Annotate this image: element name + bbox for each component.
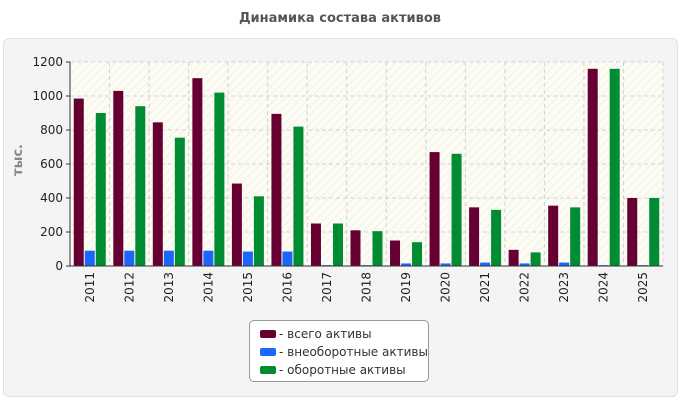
bar bbox=[174, 137, 185, 266]
legend-swatch-total bbox=[260, 330, 276, 338]
y-tick-label: 1200 bbox=[32, 55, 63, 69]
bar bbox=[451, 153, 462, 266]
bar bbox=[271, 113, 282, 266]
x-tick-label: 2017 bbox=[320, 272, 334, 303]
x-tick-label: 2012 bbox=[122, 272, 136, 303]
legend-label-noncurrent: - внеоборотные активы bbox=[279, 345, 428, 359]
bar bbox=[214, 92, 225, 266]
bar bbox=[530, 252, 541, 266]
bar bbox=[548, 205, 559, 266]
legend-swatch-noncurrent bbox=[260, 348, 276, 356]
bar bbox=[332, 223, 343, 266]
y-tick-labels: 0 200 400 600 800 1000 1200 bbox=[32, 55, 63, 273]
legend-item-noncurrent: - внеоборотные активы bbox=[260, 343, 428, 361]
bar bbox=[73, 98, 84, 266]
bar bbox=[519, 263, 530, 266]
bar bbox=[570, 207, 581, 266]
x-tick-labels: 2011 2012 2013 2014 2015 2016 2017 2018 2019 2020… bbox=[83, 272, 650, 303]
x-tick-label: 2021 bbox=[478, 272, 492, 303]
x-tick-label: 2018 bbox=[360, 272, 374, 303]
bar bbox=[412, 242, 423, 266]
x-tick-label: 2011 bbox=[83, 272, 97, 303]
bar bbox=[627, 198, 638, 266]
x-tick-label: 2020 bbox=[439, 272, 453, 303]
legend-label-current: - оборотные активы bbox=[279, 363, 406, 377]
legend-swatch-current bbox=[260, 366, 276, 374]
y-axis-label: тыс. bbox=[11, 144, 26, 176]
legend: - всего активы - внеоборотные активы - о… bbox=[249, 320, 429, 382]
x-tick-label: 2022 bbox=[518, 272, 532, 303]
x-tick-label: 2014 bbox=[201, 272, 215, 303]
y-tick-label: 400 bbox=[40, 191, 63, 205]
bar bbox=[429, 152, 440, 266]
bar bbox=[480, 262, 491, 266]
x-tick-label: 2015 bbox=[241, 272, 255, 303]
bar bbox=[350, 230, 361, 266]
bar bbox=[192, 78, 203, 267]
bar bbox=[231, 183, 242, 266]
bar bbox=[135, 106, 146, 266]
x-tick-label: 2016 bbox=[280, 272, 294, 303]
bar bbox=[469, 207, 480, 266]
y-tick-label: 800 bbox=[40, 123, 63, 137]
axes bbox=[66, 61, 663, 267]
bar bbox=[559, 262, 570, 266]
bar bbox=[95, 113, 106, 266]
legend-item-current: - оборотные активы bbox=[260, 361, 428, 379]
bar bbox=[124, 250, 135, 266]
bar bbox=[152, 122, 163, 266]
bar bbox=[440, 263, 451, 266]
bar bbox=[113, 90, 124, 267]
y-tick-label: 0 bbox=[55, 259, 63, 273]
bar bbox=[508, 249, 519, 266]
bar bbox=[242, 251, 253, 266]
x-tick-label: 2025 bbox=[636, 272, 650, 303]
x-tick-label: 2019 bbox=[399, 272, 413, 303]
bar bbox=[293, 126, 304, 266]
bar bbox=[372, 231, 383, 266]
bar bbox=[84, 250, 95, 266]
bar bbox=[253, 196, 264, 266]
bar bbox=[163, 250, 174, 266]
legend-item-total: - всего активы bbox=[260, 325, 428, 343]
legend-label-total: - всего активы bbox=[279, 327, 372, 341]
bar bbox=[649, 198, 660, 266]
bar bbox=[310, 223, 321, 266]
y-tick-label: 600 bbox=[40, 157, 63, 171]
bar bbox=[203, 250, 214, 266]
bars bbox=[73, 68, 660, 267]
bar bbox=[390, 240, 401, 266]
bar bbox=[587, 68, 598, 266]
bar bbox=[401, 263, 412, 266]
y-tick-label: 1000 bbox=[32, 89, 63, 103]
bar bbox=[282, 251, 293, 266]
chart-title: Динамика состава активов bbox=[238, 11, 442, 26]
x-tick-label: 2013 bbox=[162, 272, 176, 303]
x-tick-label: 2023 bbox=[557, 272, 571, 303]
y-tick-label: 200 bbox=[40, 225, 63, 239]
bar bbox=[491, 209, 502, 266]
bar bbox=[609, 68, 620, 266]
x-tick-label: 2024 bbox=[597, 272, 611, 303]
